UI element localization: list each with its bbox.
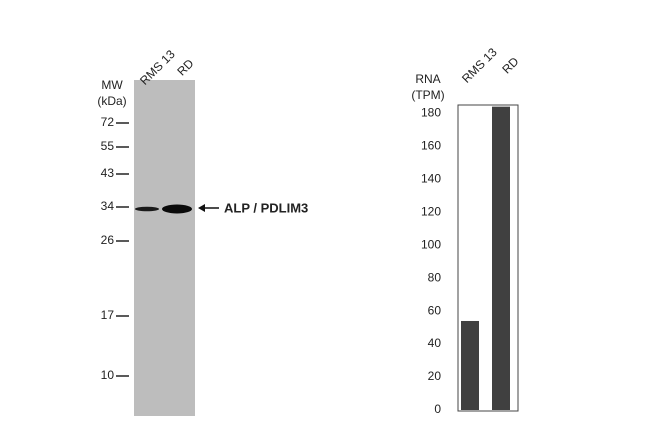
x-tick-label: RMS 13 bbox=[459, 45, 500, 86]
mw-marker: 55 bbox=[101, 139, 115, 153]
y-tick-label: 20 bbox=[428, 369, 442, 383]
y-tick-label: 80 bbox=[428, 270, 442, 284]
arrow-head bbox=[198, 204, 205, 212]
y-tick-label: 40 bbox=[428, 336, 442, 350]
y-label: (TPM) bbox=[411, 88, 444, 102]
mw-title: MW bbox=[101, 78, 123, 92]
y-tick-label: 160 bbox=[421, 138, 441, 152]
y-tick-label: 120 bbox=[421, 204, 441, 218]
x-tick-label: RD bbox=[499, 54, 521, 76]
mw-marker: 26 bbox=[101, 233, 115, 247]
y-tick-label: 100 bbox=[421, 237, 441, 251]
mw-marker: 72 bbox=[101, 115, 115, 129]
y-tick-label: 60 bbox=[428, 303, 442, 317]
mw-marker: 10 bbox=[101, 368, 115, 382]
y-tick-label: 140 bbox=[421, 171, 441, 185]
mw-marker: 17 bbox=[101, 308, 115, 322]
band bbox=[135, 206, 159, 212]
mw-marker: 34 bbox=[101, 199, 115, 213]
bar bbox=[492, 106, 510, 410]
bar bbox=[461, 320, 479, 410]
mw-unit: (kDa) bbox=[97, 94, 126, 108]
lane-label: RD bbox=[174, 56, 196, 78]
band-label: ALP / PDLIM3 bbox=[224, 200, 308, 215]
y-tick-label: 180 bbox=[421, 105, 441, 119]
y-label: RNA bbox=[415, 72, 440, 86]
y-tick-label: 0 bbox=[434, 402, 441, 416]
mw-marker: 43 bbox=[101, 166, 115, 180]
blot-membrane bbox=[134, 80, 195, 416]
band bbox=[162, 204, 192, 214]
plot-frame bbox=[457, 104, 519, 412]
